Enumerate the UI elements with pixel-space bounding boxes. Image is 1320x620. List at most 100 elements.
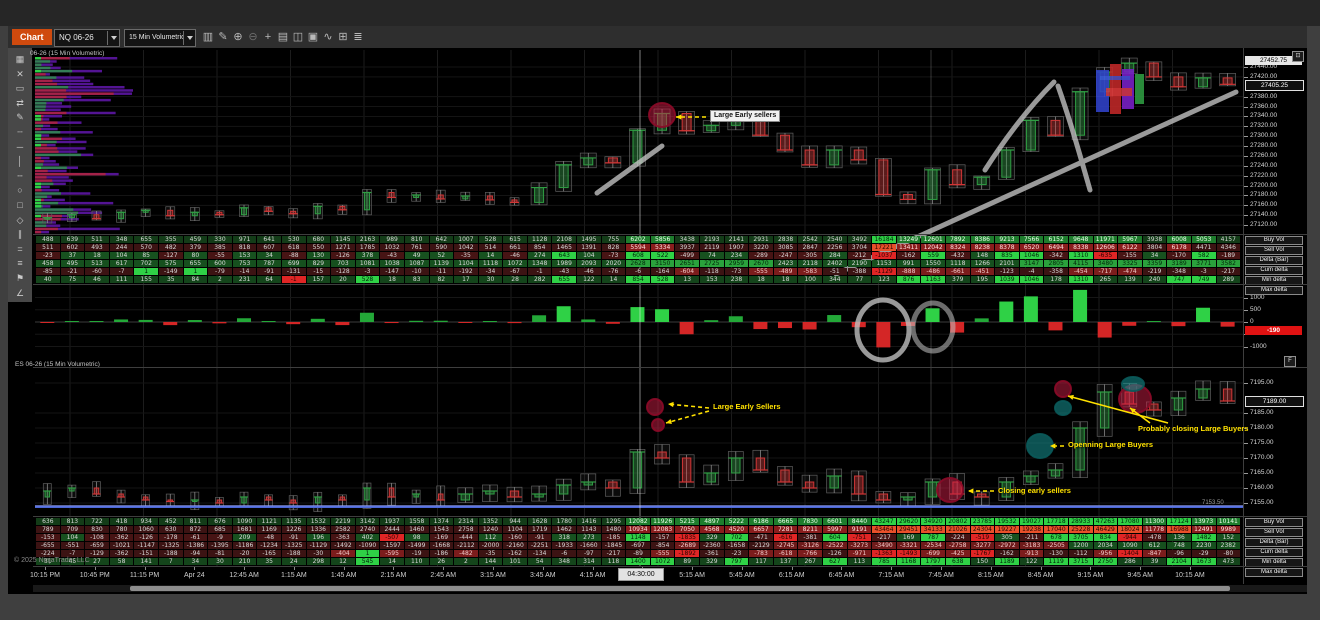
segment-icon[interactable]: ─ xyxy=(16,141,24,152)
zoom-in-icon[interactable]: ⊕ xyxy=(233,31,243,43)
table-cell: 2540 xyxy=(823,236,847,243)
dotted-line-icon[interactable]: ┄ xyxy=(17,127,23,137)
table-cell: 459 xyxy=(183,236,208,243)
es-large-early-sellers-label[interactable]: Large Early Sellers xyxy=(713,402,781,411)
arrows-icon[interactable]: ⇄ xyxy=(16,97,24,108)
price-tick xyxy=(1244,195,1248,197)
table-cell: -888 xyxy=(896,268,921,275)
time-tick xyxy=(841,567,843,570)
table-cell: 4157 xyxy=(1216,236,1241,243)
table-cell: -188 xyxy=(158,550,183,557)
indicators-icon[interactable]: ∿ xyxy=(323,31,333,43)
table-cell: 1374 xyxy=(429,518,454,525)
table-row: 40 75 46 111 155 35 84 2 231 64 -1 157 20 528 18 83 82 17… xyxy=(35,276,1241,284)
table-cell: -1325 xyxy=(281,542,306,549)
table-cell: 10934 xyxy=(626,526,650,533)
crosshair-icon[interactable]: + xyxy=(264,31,272,43)
draw-icon[interactable]: ✎ xyxy=(218,31,228,43)
price-tick-label: 7185.00 xyxy=(1250,409,1274,416)
table-cell: -1021 xyxy=(109,542,134,549)
table-cell: 18024 xyxy=(1118,526,1142,533)
interval-selector[interactable]: 15 Min Volumetric xyxy=(124,29,196,47)
ruler-icon[interactable]: ▭ xyxy=(15,83,25,94)
table-cell: 7050 xyxy=(675,526,700,533)
table-cell: -363 xyxy=(331,534,355,541)
table-cell: -595 xyxy=(380,550,404,557)
time-tick-label: 10:15 AM xyxy=(1175,572,1205,579)
chart-style-icon[interactable]: ▥ xyxy=(202,31,214,43)
table-cell: 810 xyxy=(404,236,429,243)
table-cell: 1550 xyxy=(921,260,945,267)
vertical-line-icon[interactable]: │ xyxy=(17,156,23,167)
table-cell: 530 xyxy=(281,236,306,243)
table-cell: 7 xyxy=(158,558,183,565)
parallel-channel-icon[interactable]: ∥ xyxy=(17,229,23,240)
horizontal-line-icon[interactable]: ╌ xyxy=(17,170,23,181)
table-cell: -20 xyxy=(232,550,257,557)
pencil-icon[interactable]: ✎ xyxy=(16,112,24,123)
tab-chart[interactable]: Chart xyxy=(12,29,52,45)
region-highlight-icon[interactable]: ▦ xyxy=(15,54,25,64)
table-cell: 6520 xyxy=(1019,244,1044,251)
table-cell: 4520 xyxy=(724,526,749,533)
data-box-icon[interactable]: ◫ xyxy=(292,31,304,43)
properties-icon[interactable]: ⊞ xyxy=(338,31,348,43)
time-tick-label: 8:45 AM xyxy=(1027,572,1054,579)
table-cell: -112 xyxy=(1068,550,1093,557)
price-tick-label: 27380.00 xyxy=(1250,92,1278,100)
triple-line-icon[interactable]: ≡ xyxy=(17,258,23,269)
table-cell: 117 xyxy=(749,558,773,565)
table-cell: 3705 xyxy=(1068,534,1093,541)
report-icon[interactable]: ▤ xyxy=(277,31,289,43)
table-cell: -618 xyxy=(773,550,798,557)
table-cell: -1404 xyxy=(1118,550,1142,557)
snapshot-icon[interactable]: ▣ xyxy=(307,31,319,43)
table-cell: 84 xyxy=(183,276,208,283)
table-cell: -247 xyxy=(773,252,798,259)
price-tick-label: 27340.00 xyxy=(1250,112,1278,120)
table-cell: 209 xyxy=(232,534,257,541)
list-icon[interactable]: ≣ xyxy=(353,31,363,43)
es-opening-large-buyers-label[interactable]: Openning Large Buyers xyxy=(1068,440,1154,449)
polygon-icon[interactable]: ◇ xyxy=(16,214,24,225)
table-cell: 2314 xyxy=(454,518,478,525)
table-cell: 11778 xyxy=(1142,526,1167,533)
table-cell: 46429 xyxy=(1093,526,1118,533)
es-prob-closing-large-buyers-label[interactable]: Probably closing Large Buyers xyxy=(1138,424,1249,433)
trend-angle-icon[interactable]: ∠ xyxy=(15,287,25,298)
flag-icon[interactable]: ⚑ xyxy=(15,273,25,283)
equals-icon[interactable]: = xyxy=(17,243,23,254)
time-tick-label: 6:15 AM xyxy=(778,572,805,579)
table-cell: 330 xyxy=(208,236,232,243)
trash-icon[interactable]: ✕ xyxy=(16,68,24,79)
table-cell: 680 xyxy=(306,236,331,243)
table-cell: 12083 xyxy=(650,526,675,533)
nq-large-early-sellers-label[interactable]: Large Early sellers xyxy=(710,110,781,122)
zoom-out-icon[interactable]: ⊖ xyxy=(248,31,258,43)
table-cell: 1460 xyxy=(404,526,429,533)
instrument-selector[interactable]: NQ 06-26 xyxy=(54,29,120,47)
instrument-value: NQ 06-26 xyxy=(59,33,94,42)
table-cell: -6 xyxy=(552,550,577,557)
table-cell: 1128 xyxy=(527,236,552,243)
table-cell: -23 xyxy=(724,550,749,557)
ellipse-icon[interactable]: ○ xyxy=(17,185,23,196)
row-label: Max delta xyxy=(1245,286,1303,295)
delta-fit-button[interactable]: F xyxy=(1284,356,1296,367)
table-cell: 1558 xyxy=(404,518,429,525)
table-cell: 703 xyxy=(331,260,355,267)
es-closing-early-sellers-label[interactable]: Closing early sellers xyxy=(998,486,1071,495)
table-cell: 5222 xyxy=(724,518,749,525)
price-tick xyxy=(1244,346,1248,348)
pin-icon[interactable]: ⊡ xyxy=(1292,51,1304,62)
rectangle-icon[interactable]: □ xyxy=(17,200,23,210)
table-cell: 608 xyxy=(626,252,650,259)
table-cell: 19238 xyxy=(1019,526,1044,533)
table-cell: -1767 xyxy=(970,550,995,557)
table-cell: -29 xyxy=(1191,550,1216,557)
table-cell: -23 xyxy=(36,252,60,259)
table-cell: 385 xyxy=(208,244,232,251)
table-cell: 34 xyxy=(257,252,281,259)
scrollbar-thumb[interactable] xyxy=(130,586,1230,591)
table-cell: -43 xyxy=(552,268,577,275)
